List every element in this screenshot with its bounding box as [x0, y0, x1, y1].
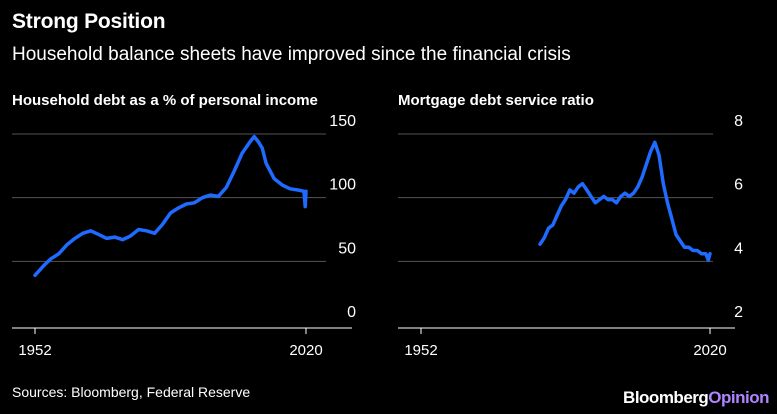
- left-series-line: [33, 134, 308, 278]
- right-y-tick-label: 2: [734, 304, 743, 321]
- left-panel-title: Household debt as a % of personal income: [12, 92, 318, 109]
- right-x-tick-label: 2020: [693, 342, 726, 359]
- right-y-tick-label: 6: [734, 177, 743, 194]
- left-x-tick-label: 2020: [289, 342, 322, 359]
- right-panel-title: Mortgage debt service ratio: [398, 92, 594, 109]
- left-y-tick-label: 100: [329, 177, 356, 194]
- brand-logo: BloombergOpinion: [623, 388, 769, 408]
- chart-title: Strong Position: [12, 10, 166, 33]
- brand-accent-text: Opinion: [708, 388, 769, 407]
- right-y-tick-label: 8: [734, 113, 743, 130]
- left-y-tick-label: 150: [329, 113, 356, 130]
- right-y-tick-label: 4: [734, 240, 743, 257]
- left-x-tick-label: 1952: [18, 342, 51, 359]
- left-y-tick-label: 0: [347, 304, 356, 321]
- left-y-tick-label: 50: [338, 240, 356, 257]
- chart-subtitle: Household balance sheets have improved s…: [12, 44, 571, 65]
- right-series-line: [538, 140, 712, 262]
- source-note: Sources: Bloomberg, Federal Reserve: [12, 384, 251, 400]
- right-x-tick-label: 1952: [404, 342, 437, 359]
- brand-text: Bloomberg: [623, 388, 709, 407]
